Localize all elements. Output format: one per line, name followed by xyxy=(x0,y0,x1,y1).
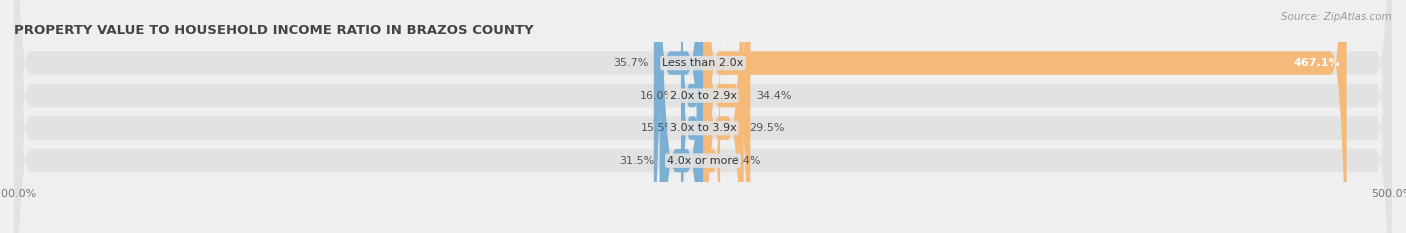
FancyBboxPatch shape xyxy=(14,0,1392,233)
FancyBboxPatch shape xyxy=(14,0,1392,233)
FancyBboxPatch shape xyxy=(682,0,703,233)
Text: 15.5%: 15.5% xyxy=(641,123,676,133)
FancyBboxPatch shape xyxy=(659,0,703,233)
FancyBboxPatch shape xyxy=(703,0,1347,233)
Text: Less than 2.0x: Less than 2.0x xyxy=(662,58,744,68)
Text: 467.1%: 467.1% xyxy=(1294,58,1340,68)
FancyBboxPatch shape xyxy=(703,0,751,233)
Text: 3.0x to 3.9x: 3.0x to 3.9x xyxy=(669,123,737,133)
FancyBboxPatch shape xyxy=(681,0,703,233)
Text: 35.7%: 35.7% xyxy=(613,58,648,68)
FancyBboxPatch shape xyxy=(14,0,1392,233)
Text: 12.4%: 12.4% xyxy=(725,156,761,166)
Text: 34.4%: 34.4% xyxy=(756,91,792,101)
FancyBboxPatch shape xyxy=(703,11,720,233)
Text: PROPERTY VALUE TO HOUSEHOLD INCOME RATIO IN BRAZOS COUNTY: PROPERTY VALUE TO HOUSEHOLD INCOME RATIO… xyxy=(14,24,534,37)
Text: Source: ZipAtlas.com: Source: ZipAtlas.com xyxy=(1281,12,1392,22)
FancyBboxPatch shape xyxy=(14,0,1392,233)
Text: 2.0x to 2.9x: 2.0x to 2.9x xyxy=(669,91,737,101)
Text: 29.5%: 29.5% xyxy=(749,123,785,133)
FancyBboxPatch shape xyxy=(654,0,703,233)
Text: 16.0%: 16.0% xyxy=(640,91,675,101)
Text: 4.0x or more: 4.0x or more xyxy=(668,156,738,166)
Legend: Without Mortgage, With Mortgage: Without Mortgage, With Mortgage xyxy=(582,230,824,233)
FancyBboxPatch shape xyxy=(703,0,744,233)
Text: 31.5%: 31.5% xyxy=(619,156,654,166)
